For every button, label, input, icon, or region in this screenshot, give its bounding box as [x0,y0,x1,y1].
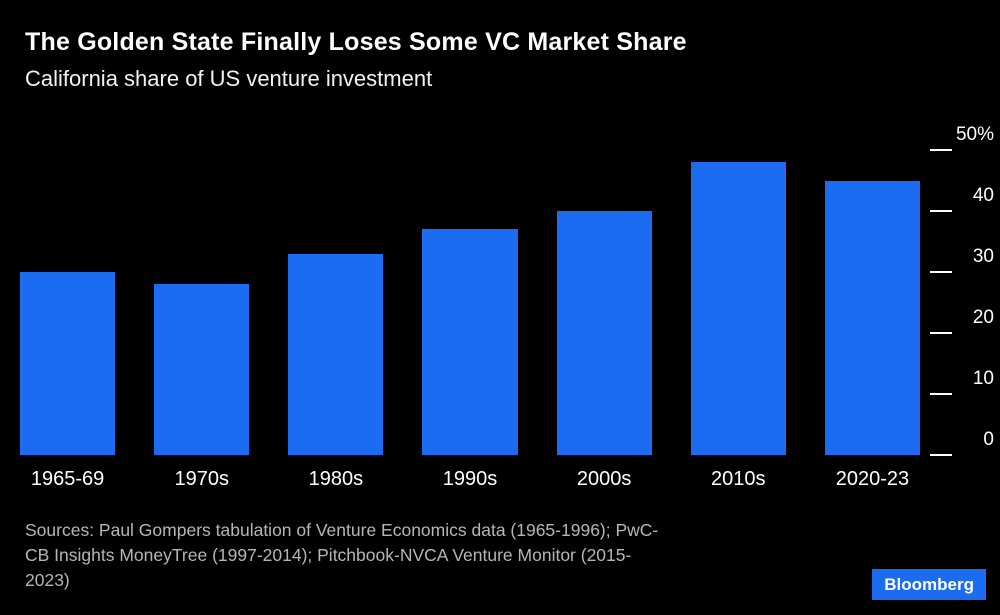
x-tick-label: 1970s [174,468,229,490]
bar-2010s [690,162,786,455]
source-line: Sources: Paul Gompers tabulation of Vent… [25,520,659,540]
bar-slot [690,150,786,455]
y-tick-mark [930,454,952,456]
bar-slot [20,150,116,455]
y-tick-label: 40 [972,185,994,206]
x-tick-label: 2010s [711,468,766,490]
x-tick-label: 2020-23 [835,468,910,490]
y-tick-mark [930,332,952,334]
bar-2000s [556,211,652,455]
bar-1980s [288,253,384,455]
y-tick-label: 50% [955,124,994,145]
y-tick-label: 0 [983,429,994,450]
y-tick-mark [930,149,952,151]
chart-subtitle: California share of US venture investmen… [25,66,433,91]
y-tick-label: 30 [972,246,994,267]
y-tick-label: 10 [972,368,994,389]
x-tick-label: 1980s [308,468,364,490]
bar-slot [288,150,384,455]
plot-area [20,150,920,455]
y-axis: 0 10 20 30 40 50% [928,125,994,456]
y-tick-mark [930,271,952,273]
source-line: 2023) [25,569,70,590]
bar-slot [824,150,920,455]
bar-slot [154,150,250,455]
bar-1970s [154,284,250,455]
bar-slot [422,150,518,455]
bar-1965-69 [20,272,116,455]
bar-slot [556,150,652,455]
x-tick-label: 2000s [576,468,632,490]
source-line: CB Insights MoneyTree (1997-2014); Pitch… [25,544,632,565]
y-tick-mark [930,393,952,395]
bars [20,150,920,455]
x-tick-label: 1965-69 [30,468,105,490]
bar-2020-23 [824,180,920,455]
y-tick-label: 20 [972,307,994,328]
source-note: Sources: Paul Gompers tabulation of Vent… [25,518,825,593]
bloomberg-logo: Bloomberg [872,569,986,600]
y-tick-mark [930,210,952,212]
x-axis: 1965-69 1970s 1980s 1990s 2000s 2010s 2020-23 [20,468,920,491]
chart-title: The Golden State Finally Loses Some VC M… [25,28,687,56]
x-tick-label: 1990s [442,468,498,490]
bar-1990s [422,229,518,455]
